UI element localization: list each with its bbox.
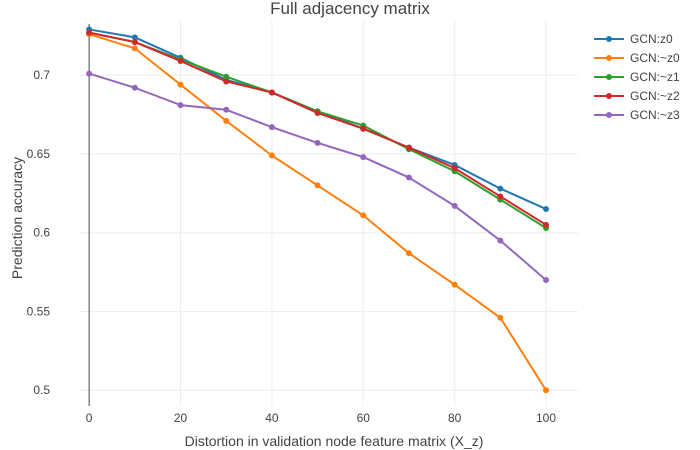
legend-marker xyxy=(606,36,612,42)
legend-label: GCN:~z0 xyxy=(630,51,680,65)
series-line xyxy=(88,31,547,229)
data-point xyxy=(451,281,458,288)
legend-marker xyxy=(606,74,612,80)
data-point xyxy=(223,73,230,80)
series-line xyxy=(88,31,547,226)
x-tick-label: 60 xyxy=(357,411,371,425)
data-point xyxy=(543,206,550,213)
data-point xyxy=(543,276,550,283)
x-tick-label: 20 xyxy=(174,411,188,425)
data-point xyxy=(543,387,550,394)
legend-item: GCN:~z3 xyxy=(594,108,680,122)
data-point xyxy=(497,185,504,192)
x-tick-label: 80 xyxy=(448,411,462,425)
data-point xyxy=(405,144,412,151)
legend-label: GCN:~z2 xyxy=(630,89,680,103)
legend-item: GCN:~z0 xyxy=(594,51,680,65)
y-tick-label: 0.5 xyxy=(33,383,50,397)
series-GCN:~z1 xyxy=(86,29,550,231)
data-point xyxy=(268,152,275,159)
legend-item: GCN:~z2 xyxy=(594,89,680,103)
tick-labels: 0.5 0.55 0.6 0.65 0.7 0 20 40 60 80 100 xyxy=(27,68,557,425)
series-GCN:~z2 xyxy=(86,29,550,228)
data-point xyxy=(131,84,138,91)
data-point xyxy=(86,29,93,36)
data-point xyxy=(360,212,367,219)
legend-label: GCN:~z1 xyxy=(630,70,680,84)
y-tick-label: 0.7 xyxy=(33,68,50,82)
series-GCN:~z3 xyxy=(86,70,550,283)
x-tick-label: 0 xyxy=(86,411,93,425)
legend-label: GCN:z0 xyxy=(630,32,673,46)
data-point xyxy=(223,106,230,113)
legend-item: GCN:z0 xyxy=(594,32,673,46)
data-point xyxy=(451,202,458,209)
data-point xyxy=(131,39,138,46)
series-group xyxy=(86,26,550,394)
data-point xyxy=(177,81,184,88)
data-point xyxy=(268,89,275,96)
legend-item: GCN:~z1 xyxy=(594,70,680,84)
legend-marker xyxy=(606,112,612,118)
y-tick-label: 0.6 xyxy=(33,226,50,240)
data-point xyxy=(223,78,230,85)
legend-label: GCN:~z3 xyxy=(630,108,680,122)
data-point xyxy=(451,165,458,172)
x-axis-title: Distortion in validation node feature ma… xyxy=(185,433,484,449)
y-tick-label: 0.65 xyxy=(27,147,51,161)
data-point xyxy=(131,34,138,41)
data-point xyxy=(131,45,138,52)
data-point xyxy=(314,182,321,189)
data-point xyxy=(314,109,321,116)
series-GCN:~z0 xyxy=(86,31,550,394)
data-point xyxy=(177,57,184,64)
y-tick-label: 0.55 xyxy=(27,304,51,318)
grid xyxy=(80,20,578,406)
data-point xyxy=(405,250,412,257)
data-point xyxy=(177,102,184,109)
legend-marker xyxy=(606,93,612,99)
data-point xyxy=(497,314,504,321)
legend: GCN:z0 GCN:~z0 GCN:~z1 GCN:~z2 GCN:~z3 xyxy=(594,32,680,122)
x-tick-label: 40 xyxy=(265,411,279,425)
data-point xyxy=(360,154,367,161)
data-point xyxy=(360,125,367,132)
legend-marker xyxy=(606,55,612,61)
data-point xyxy=(223,117,230,124)
data-point xyxy=(314,139,321,146)
chart-title: Full adjacency matrix xyxy=(270,0,430,18)
data-point xyxy=(86,70,93,77)
data-point xyxy=(405,174,412,181)
data-point xyxy=(497,237,504,244)
series-line xyxy=(88,33,547,391)
data-point xyxy=(543,221,550,228)
y-axis-title: Prediction accuracy xyxy=(9,157,25,279)
data-point xyxy=(268,124,275,131)
data-point xyxy=(497,193,504,200)
x-tick-label: 100 xyxy=(536,411,556,425)
